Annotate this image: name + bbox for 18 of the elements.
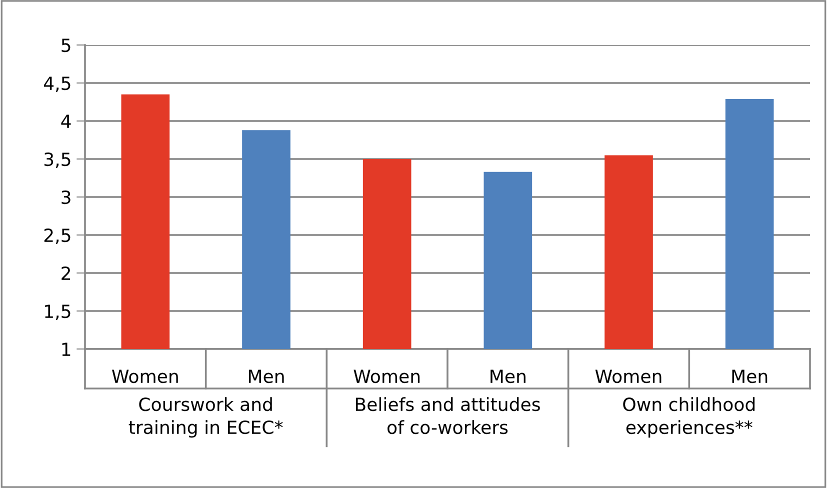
text: Beliefs and attitudes of co-workers [356, 397, 540, 434]
x-tick-label: Men [732, 370, 768, 384]
text: Courswork and training in ECEC* [128, 397, 283, 438]
x-tick-label: Women [595, 370, 662, 384]
y-tick-label: 1,5 [45, 304, 70, 320]
y-tick-label: 4,5 [44, 76, 70, 92]
text: Own childhood experiences** [623, 397, 755, 438]
x-tick-label: Men [490, 370, 526, 384]
y-tick-label: 2,5 [44, 228, 70, 244]
x-tick-label: Men [248, 370, 284, 384]
x-tick-label: Women [354, 370, 420, 384]
y-tick-label: 4 [61, 114, 71, 128]
y-tick-label: 1 [62, 342, 70, 356]
y-tick-label: 3 [62, 190, 70, 204]
y-tick-label: 5 [62, 38, 70, 52]
y-tick-label: 2 [62, 266, 70, 280]
y-tick-label: 3,5 [44, 152, 70, 168]
x-tick-label: Women [112, 370, 178, 384]
